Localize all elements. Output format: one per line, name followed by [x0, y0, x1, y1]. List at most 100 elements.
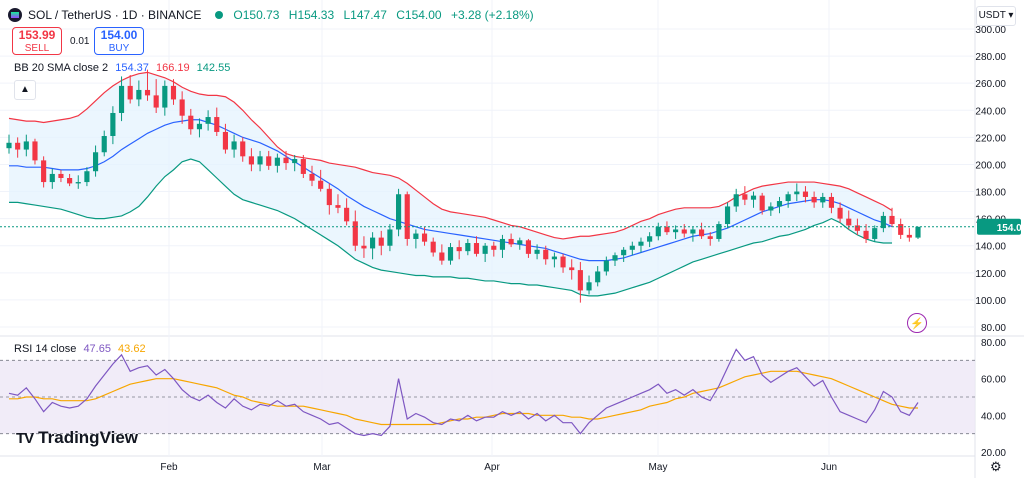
- candle: [395, 188, 402, 237]
- buy-button[interactable]: 154.00 BUY: [94, 27, 144, 55]
- currency-selector[interactable]: USDT ▾: [976, 6, 1016, 26]
- bb-basis-line: [9, 119, 893, 262]
- candle: [170, 79, 177, 105]
- candle-body: [101, 136, 107, 153]
- open-value: O150.73: [233, 8, 280, 22]
- candle: [473, 236, 480, 257]
- candle: [733, 188, 739, 212]
- candle-body: [41, 160, 47, 183]
- candle-body: [274, 157, 280, 166]
- candle: [110, 106, 116, 145]
- candle-body: [110, 112, 116, 137]
- symbol-title[interactable]: SOL / TetherUS · 1D · BINANCE: [28, 8, 202, 22]
- candle-body: [664, 226, 670, 233]
- candle: [889, 207, 895, 227]
- candle-body: [802, 191, 809, 197]
- symbol-header: SOL / TetherUS · 1D · BINANCE O150.73 H1…: [8, 6, 540, 24]
- brand-name: TradingView: [38, 428, 138, 447]
- candle: [880, 211, 886, 233]
- candle: [118, 76, 125, 122]
- chevron-up-icon[interactable]: ▲: [14, 80, 36, 100]
- candle: [837, 202, 843, 223]
- bb-basis-value: 154.37: [115, 62, 149, 74]
- bb-lower-line: [9, 158, 893, 297]
- candle-body: [240, 141, 246, 157]
- candle: [240, 137, 246, 162]
- candle: [768, 202, 774, 216]
- y-tick-label: 260.00: [975, 79, 1006, 90]
- candle: [32, 138, 38, 165]
- candle-body: [335, 205, 341, 208]
- candle: [378, 230, 384, 256]
- candle-body: [136, 89, 142, 100]
- candle: [136, 80, 142, 107]
- candle: [534, 244, 540, 260]
- candle: [266, 150, 272, 170]
- candle: [352, 210, 358, 252]
- y-tick-label: 100.00: [975, 296, 1006, 307]
- candle-body: [266, 156, 272, 166]
- candle: [144, 69, 151, 101]
- candle-body: [785, 194, 791, 202]
- candle: [318, 169, 324, 192]
- x-tick-label: Mar: [313, 462, 331, 473]
- candle-body: [283, 157, 289, 164]
- candle: [690, 226, 696, 242]
- candle-body: [551, 256, 557, 260]
- rsi-legend[interactable]: RSI 14 close 47.65 43.62: [14, 343, 146, 355]
- candle: [456, 240, 462, 260]
- rsi-ma-line: [9, 370, 918, 426]
- settings-icon[interactable]: ⚙: [990, 459, 1002, 474]
- x-tick-label: Jun: [821, 462, 837, 473]
- candle: [499, 234, 506, 258]
- y-tick-label: 180.00: [975, 188, 1006, 199]
- lightning-icon[interactable]: ⚡: [907, 313, 927, 333]
- y-tick-label: 120.00: [975, 269, 1006, 280]
- candle-body: [49, 173, 55, 183]
- candle-body: [880, 215, 886, 229]
- candle: [915, 226, 921, 239]
- candle-body: [577, 270, 583, 291]
- high-value: H154.33: [288, 8, 335, 22]
- candle: [724, 202, 731, 229]
- market-status-icon: [215, 11, 224, 19]
- candle-body: [499, 238, 506, 250]
- candle: [205, 110, 211, 131]
- y-tick-label: 80.00: [981, 323, 1006, 334]
- candle-body: [32, 141, 38, 161]
- candle-body: [318, 180, 324, 189]
- candle: [214, 107, 220, 137]
- sell-price: 153.99: [18, 28, 56, 42]
- candle: [188, 108, 194, 135]
- y-tick-label: 140.00: [975, 242, 1006, 253]
- bb-legend[interactable]: BB 20 SMA close 2 154.37 166.19 142.55: [14, 62, 230, 74]
- change-value: +3.28 (+2.18%): [450, 8, 534, 22]
- rsi-y-tick-label: 20.00: [981, 448, 1006, 459]
- candle-body: [560, 256, 566, 268]
- candle: [49, 168, 55, 189]
- rsi-pane: [0, 348, 975, 437]
- candle-body: [67, 178, 73, 184]
- candle-body: [915, 226, 921, 238]
- bb-lower-value: 142.55: [196, 62, 231, 74]
- bb-fill: [9, 72, 893, 296]
- candle: [491, 241, 497, 257]
- candle-body: [603, 260, 609, 272]
- candle: [162, 80, 168, 116]
- candle-body: [15, 142, 21, 150]
- candle-body: [309, 173, 315, 181]
- candle: [23, 134, 29, 157]
- sell-button[interactable]: 153.99 SELL: [12, 27, 62, 55]
- candle-body: [456, 247, 462, 252]
- candle-body: [361, 245, 367, 249]
- candle: [335, 194, 341, 214]
- candle: [828, 192, 835, 214]
- candle-body: [638, 241, 644, 246]
- candle-body: [776, 201, 783, 207]
- candle: [344, 198, 350, 226]
- candle-body: [750, 195, 757, 200]
- candle: [525, 238, 532, 258]
- candle: [6, 134, 12, 154]
- candle-body: [733, 194, 739, 207]
